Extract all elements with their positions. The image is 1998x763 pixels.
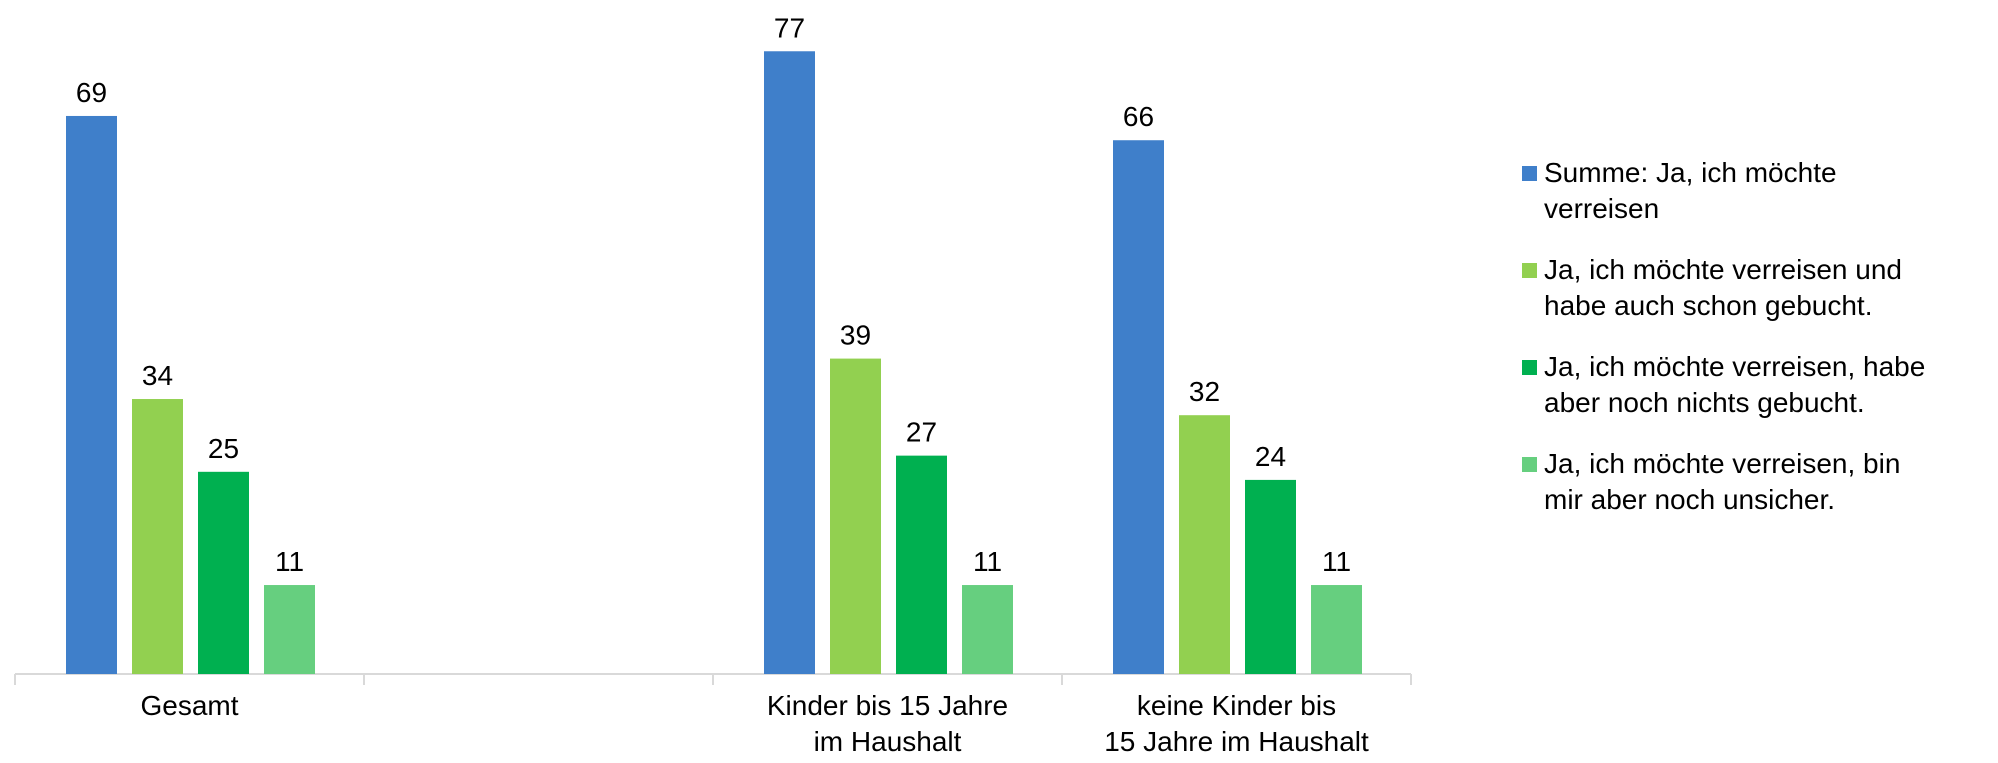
bar [264,585,315,674]
legend-swatch [1522,457,1537,472]
value-label: 25 [208,433,239,464]
value-label: 69 [76,77,107,108]
bar [1245,479,1296,674]
legend-label: Summe: Ja, ich möchte verreisen [1544,157,1837,224]
value-label: 39 [840,320,871,351]
bar [764,51,815,674]
value-label: 66 [1123,101,1154,132]
legend-label: Ja, ich möchte verreisen und habe auch s… [1544,254,1902,321]
bar [962,585,1013,674]
bar [198,471,249,674]
bar [896,455,947,674]
value-label: 32 [1189,376,1220,407]
value-label: 24 [1255,441,1286,472]
legend-label: Ja, ich möchte verreisen, habe aber noch… [1544,351,1926,418]
x-tick-label: keine Kinder bis 15 Jahre im Haushalt [1104,690,1369,757]
legend-swatch [1522,263,1537,278]
legend-swatch [1522,166,1537,181]
bar [830,358,881,674]
value-label: 11 [973,546,1002,577]
x-tick-label: Gesamt [140,690,239,721]
value-label: 34 [142,360,173,391]
legend-swatch [1522,360,1537,375]
value-label: 27 [906,417,937,448]
legend-label: Ja, ich möchte verreisen, bin mir aber n… [1544,448,1901,515]
value-label: 11 [275,546,304,577]
bar [1311,585,1362,674]
value-label: 77 [774,12,805,43]
bar [1113,140,1164,675]
bar [66,115,117,674]
value-label: 11 [1322,546,1351,577]
bar [132,399,183,674]
bar [1179,415,1230,674]
x-tick-label: Kinder bis 15 Jahre im Haushalt [766,690,1009,757]
